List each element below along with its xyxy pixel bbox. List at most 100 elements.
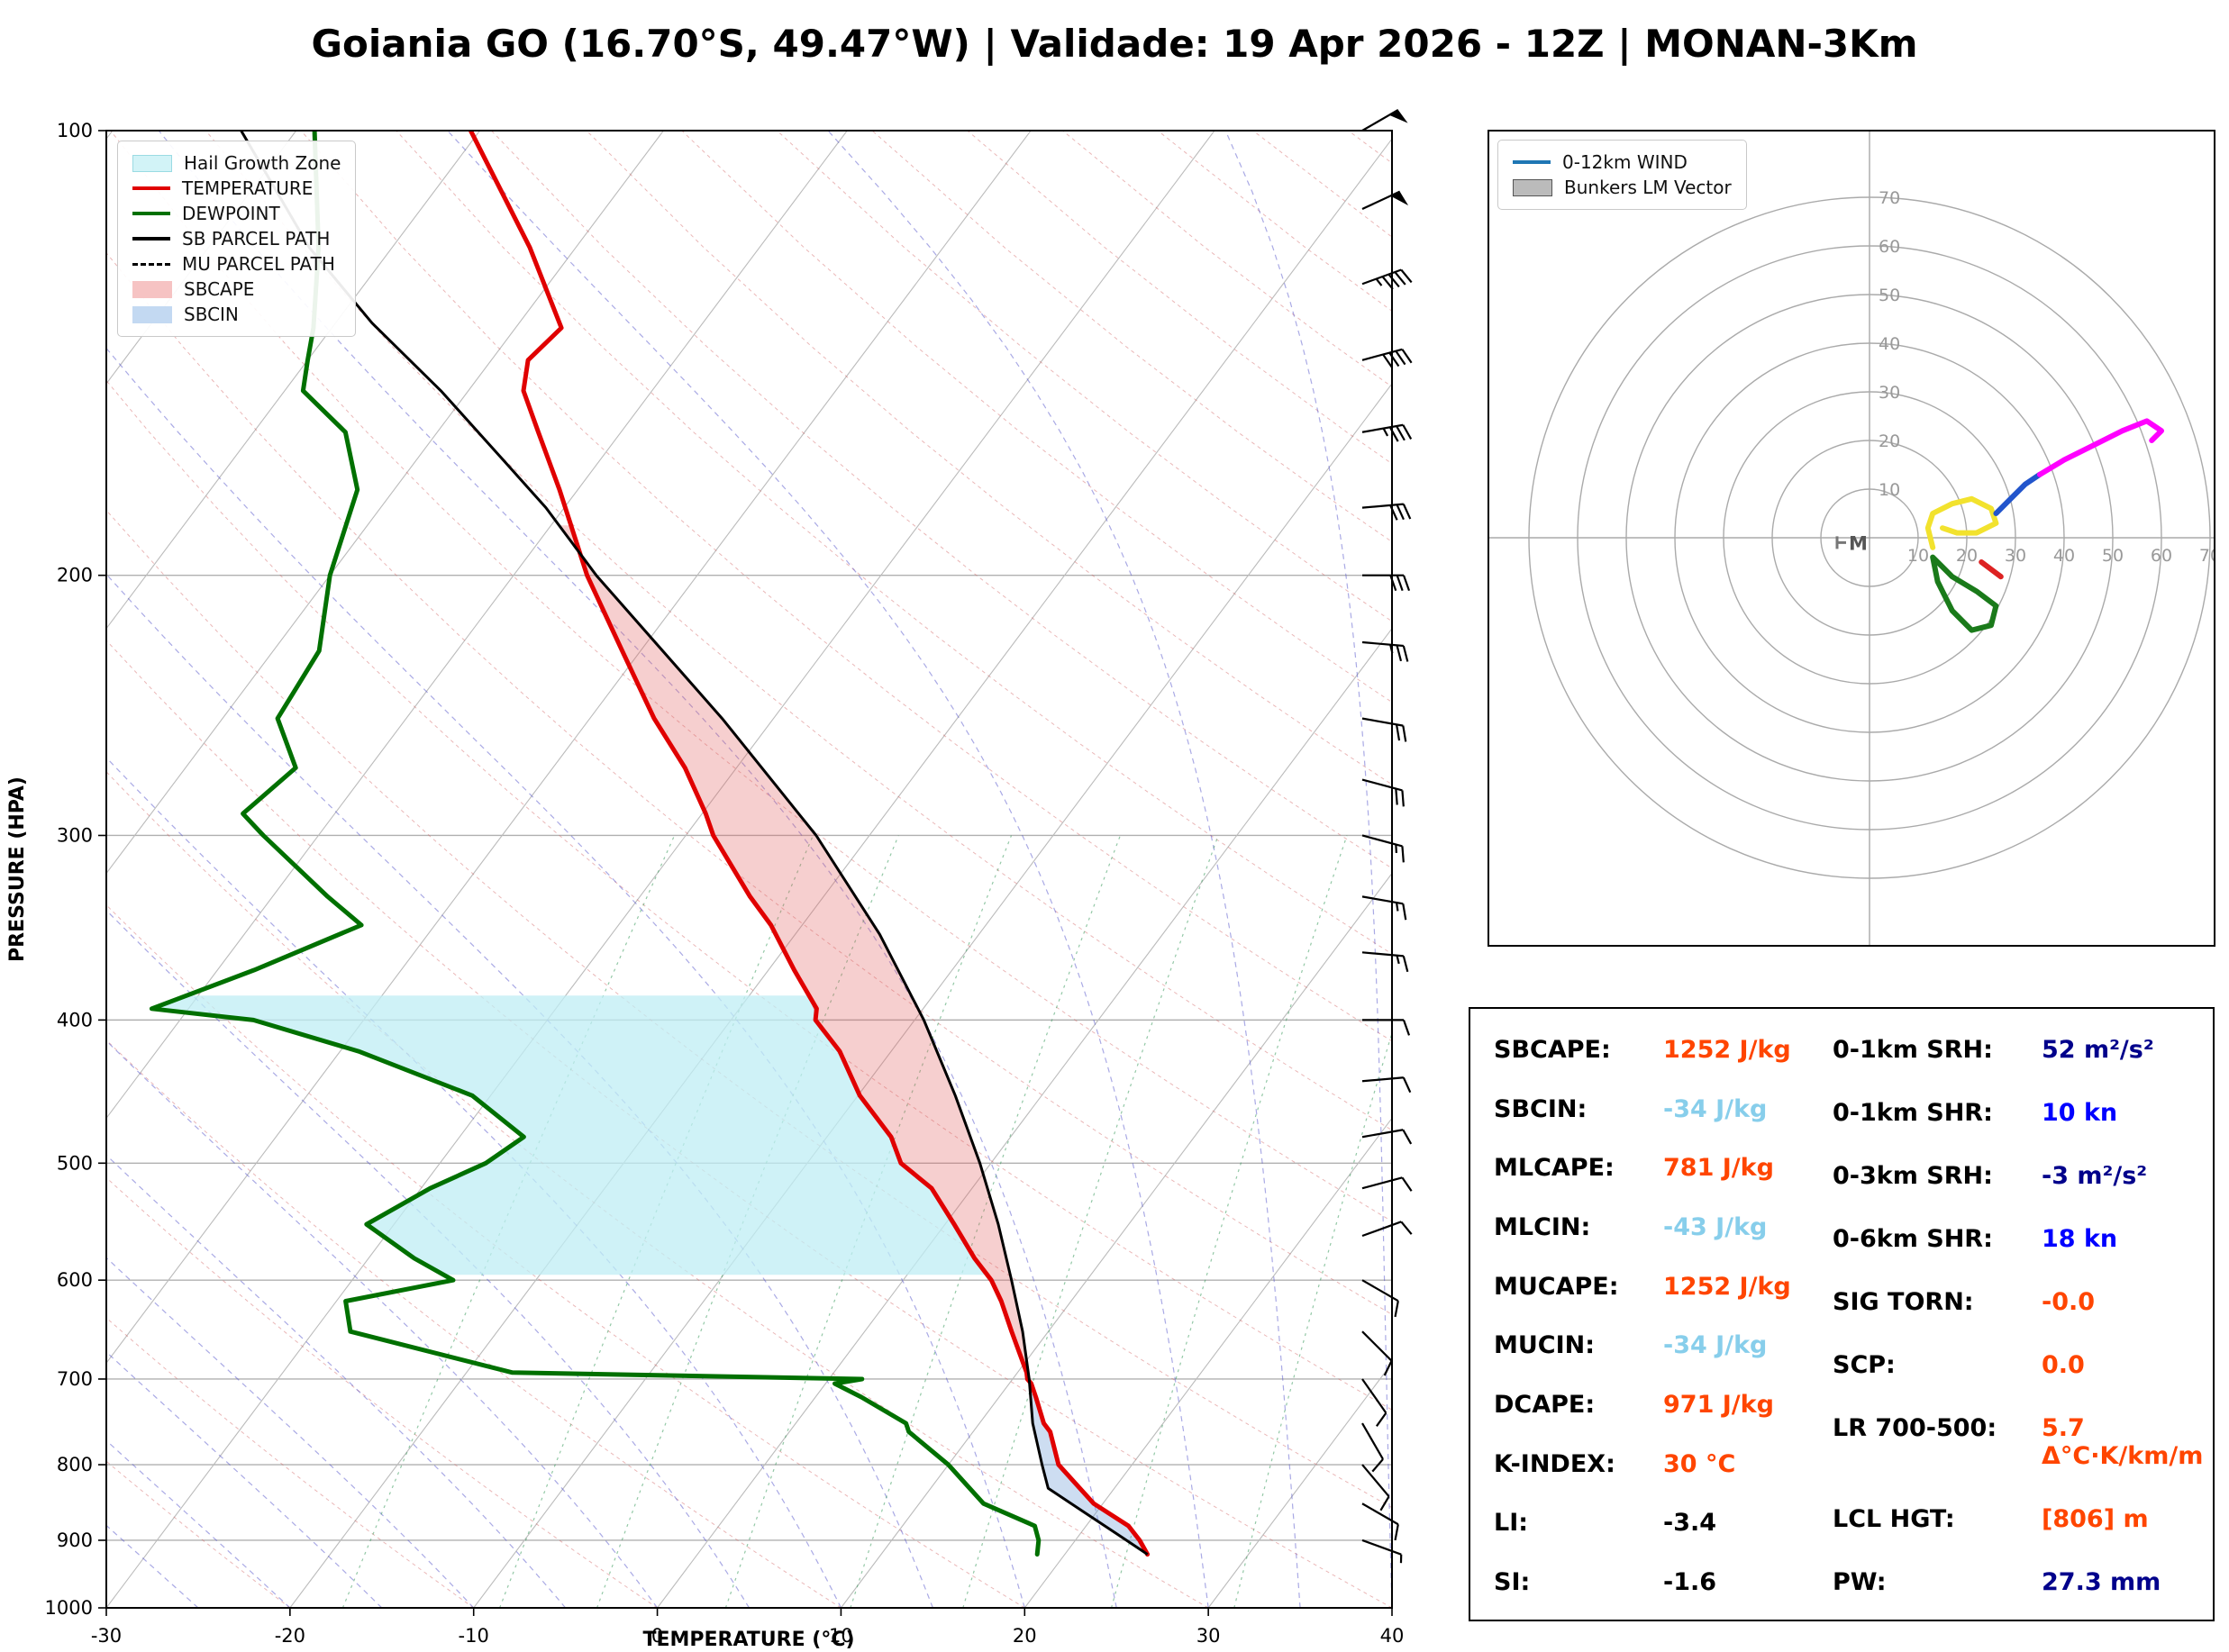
indices-panel: SBCAPE:1252 J/kg SBCIN:-34 J/kg MLCAPE:781… — [1469, 1007, 2215, 1621]
stat-value: -3.4 — [1663, 1509, 1716, 1537]
stat-value: -43 J/kg — [1663, 1213, 1767, 1241]
stat-value: 10 kn — [2042, 1099, 2117, 1127]
stat-label: LR 700-500: — [1833, 1414, 2042, 1442]
svg-text:400: 400 — [57, 1009, 93, 1030]
svg-text:700: 700 — [57, 1368, 93, 1390]
svg-text:20: 20 — [1956, 546, 1978, 566]
stat-value: 1252 J/kg — [1663, 1036, 1791, 1064]
stat-value: 52 m²/s² — [2042, 1036, 2154, 1064]
legend-item: 0-12km WIND — [1513, 150, 1732, 175]
legend-label: SBCAPE — [184, 278, 254, 300]
legend-item: DEWPOINT — [132, 201, 341, 226]
legend-label: Hail Growth Zone — [184, 152, 341, 174]
legend-label: DEWPOINT — [182, 203, 280, 224]
stat-value: [806] m — [2042, 1505, 2149, 1533]
svg-text:30: 30 — [1196, 1625, 1221, 1647]
stat-value: 5.7 Δ°C·K/km/m — [2042, 1414, 2204, 1470]
stat-row: 0-6km SHR:18 kn — [1833, 1225, 2204, 1253]
stat-value: -1.6 — [1663, 1568, 1716, 1596]
legend-swatch-patch — [1513, 179, 1552, 196]
stat-row: MLCAPE:781 J/kg — [1494, 1154, 1827, 1182]
stat-row: SBCIN:-34 J/kg — [1494, 1095, 1827, 1123]
skewt-yaxis-title: PRESSURE (HPA) — [6, 776, 29, 962]
legend-swatch-line — [132, 186, 170, 190]
stat-value: -3 m²/s² — [2042, 1162, 2147, 1190]
svg-text:30: 30 — [1879, 383, 1900, 403]
page-title: Goiania GO (16.70°S, 49.47°W) | Validade… — [0, 22, 2229, 66]
indices-column-right: 0-1km SRH:52 m²/s² 0-1km SHR:10 kn 0-3km S… — [1833, 1036, 2204, 1596]
stat-value: 781 J/kg — [1663, 1154, 1774, 1182]
svg-text:-10: -10 — [459, 1625, 489, 1647]
stat-row: PW:27.3 mm — [1833, 1568, 2204, 1596]
stat-value: 0.0 — [2042, 1351, 2085, 1379]
stat-value: 18 kn — [2042, 1225, 2117, 1253]
legend-swatch-line — [132, 237, 170, 241]
svg-text:70: 70 — [2199, 546, 2221, 566]
hodograph-legend: 0-12km WIND Bunkers LM Vector — [1497, 140, 1747, 210]
legend-item: SBCAPE — [132, 277, 341, 302]
stat-label: MUCAPE: — [1494, 1273, 1663, 1301]
legend-swatch-dashed — [132, 263, 170, 266]
legend-label: Bunkers LM Vector — [1564, 177, 1732, 198]
stat-row: SBCAPE:1252 J/kg — [1494, 1036, 1827, 1064]
svg-text:300: 300 — [57, 824, 93, 846]
svg-text:20: 20 — [1879, 431, 1900, 451]
stat-label: 0-3km SRH: — [1833, 1162, 2042, 1190]
stat-value: -0.0 — [2042, 1288, 2095, 1316]
svg-text:50: 50 — [1879, 286, 1900, 305]
stat-row: 0-3km SRH:-3 m²/s² — [1833, 1162, 2204, 1190]
stat-label: DCAPE: — [1494, 1391, 1663, 1419]
legend-swatch-line — [132, 212, 170, 215]
stat-label: SIG TORN: — [1833, 1288, 2042, 1316]
stat-label: MUCIN: — [1494, 1331, 1663, 1359]
stat-row: LI:-3.4 — [1494, 1509, 1827, 1537]
stat-label: LI: — [1494, 1509, 1663, 1537]
stat-label: 0-1km SHR: — [1833, 1099, 2042, 1127]
svg-text:900: 900 — [57, 1529, 93, 1551]
stat-row: SCP:0.0 — [1833, 1351, 2204, 1379]
legend-item: TEMPERATURE — [132, 176, 341, 201]
stat-label: MLCAPE: — [1494, 1154, 1663, 1182]
svg-text:1000: 1000 — [45, 1597, 93, 1619]
stat-row: LCL HGT:[806] m — [1833, 1505, 2204, 1533]
stat-label: LCL HGT: — [1833, 1505, 2042, 1533]
legend-label: MU PARCEL PATH — [182, 253, 335, 275]
legend-label: 0-12km WIND — [1562, 151, 1688, 173]
stat-value: 30 °C — [1663, 1450, 1735, 1478]
legend-label: TEMPERATURE — [182, 177, 313, 199]
svg-text:500: 500 — [57, 1152, 93, 1174]
indices-column-left: SBCAPE:1252 J/kg SBCIN:-34 J/kg MLCAPE:781… — [1494, 1036, 1827, 1596]
svg-text:60: 60 — [2151, 546, 2172, 566]
svg-text:60: 60 — [1879, 237, 1900, 257]
svg-text:10: 10 — [1879, 480, 1900, 500]
svg-text:M: M — [1849, 532, 1868, 554]
legend-item: MU PARCEL PATH — [132, 251, 341, 277]
svg-text:50: 50 — [2102, 546, 2124, 566]
stat-row: LR 700-500:5.7 Δ°C·K/km/m — [1833, 1414, 2204, 1470]
legend-item: Bunkers LM Vector — [1513, 175, 1732, 200]
legend-label: SBCIN — [184, 304, 239, 325]
stat-value: 971 J/kg — [1663, 1391, 1774, 1419]
stat-label: PW: — [1833, 1568, 2042, 1596]
svg-text:30: 30 — [2005, 546, 2026, 566]
stat-row: MUCIN:-34 J/kg — [1494, 1331, 1827, 1359]
legend-swatch-patch — [132, 281, 172, 298]
stat-label: 0-1km SRH: — [1833, 1036, 2042, 1064]
svg-text:200: 200 — [57, 565, 93, 586]
stat-label: SI: — [1494, 1568, 1663, 1596]
stat-row: DCAPE:971 J/kg — [1494, 1391, 1827, 1419]
svg-text:600: 600 — [57, 1269, 93, 1291]
stat-label: 0-6km SHR: — [1833, 1225, 2042, 1253]
stat-row: MLCIN:-43 J/kg — [1494, 1213, 1827, 1241]
skewt-xaxis-title: TEMPERATURE (°C) — [642, 1629, 854, 1648]
stat-row: K-INDEX:30 °C — [1494, 1450, 1827, 1478]
svg-text:20: 20 — [1013, 1625, 1037, 1647]
svg-text:10: 10 — [1907, 546, 1929, 566]
svg-text:70: 70 — [1879, 188, 1900, 208]
legend-swatch-line — [1513, 160, 1551, 164]
svg-text:100: 100 — [57, 120, 93, 141]
stat-row: 0-1km SHR:10 kn — [1833, 1099, 2204, 1127]
stat-value: 1252 J/kg — [1663, 1273, 1791, 1301]
svg-text:40: 40 — [1879, 334, 1900, 354]
